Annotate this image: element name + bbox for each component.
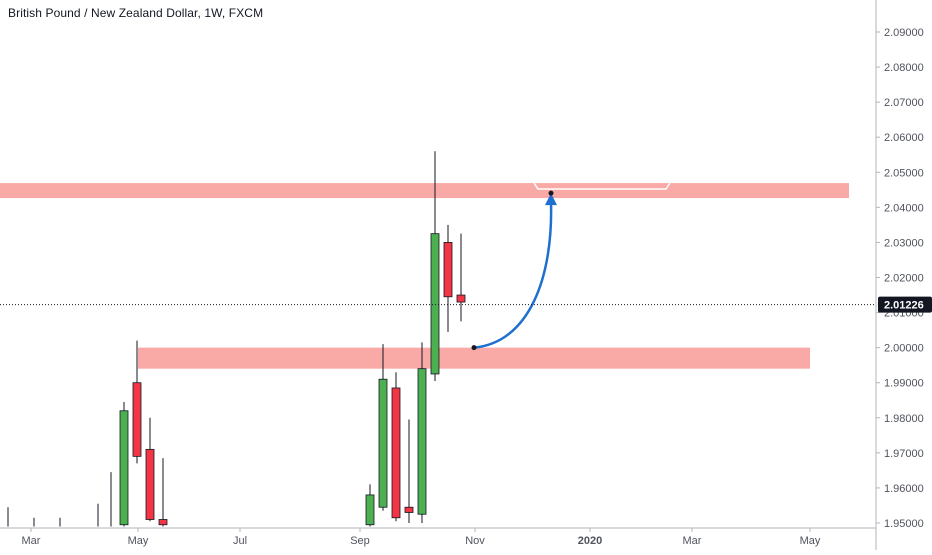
plot-area	[0, 151, 876, 527]
candle-body-down	[391, 387, 401, 519]
support-zone	[138, 347, 810, 369]
time-tick-label: 2020	[578, 535, 602, 547]
candle-body-down	[404, 506, 414, 513]
projection-start-point	[471, 345, 477, 351]
time-tick-label: Sep	[350, 535, 370, 547]
candle-body-down	[443, 242, 453, 298]
time-axis: Mar May Jul Sep Nov 2020 Mar May	[22, 528, 821, 547]
projection-label-box	[533, 182, 671, 190]
chart-title: British Pound / New Zealand Dollar, 1W, …	[8, 6, 264, 20]
price-tick-label: 2.09000	[884, 27, 924, 39]
time-tick-label: Mar	[22, 535, 41, 547]
price-tick-label: 2.06000	[884, 132, 924, 144]
candle	[158, 458, 168, 527]
price-tick-label: 1.99000	[884, 378, 924, 390]
time-axis-bg	[0, 528, 876, 550]
candle	[417, 342, 427, 523]
time-tick-label: May	[800, 535, 821, 547]
candle	[119, 402, 129, 527]
candle	[132, 340, 142, 464]
price-axis: 2.09000 2.08000 2.07000 2.06000 2.05000 2.040…	[876, 27, 924, 530]
time-tick-label: Mar	[683, 535, 702, 547]
current-price-label: 2.01226	[884, 300, 924, 312]
price-tick-label: 2.02000	[884, 273, 924, 285]
candle	[404, 419, 414, 523]
candle	[145, 417, 155, 522]
price-tick-label: 2.05000	[884, 167, 924, 179]
candle-body-down	[145, 448, 155, 520]
time-tick-label: May	[128, 535, 149, 547]
candle-body-down	[132, 382, 142, 457]
price-tick-label: 1.98000	[884, 413, 924, 425]
candle	[365, 484, 375, 527]
projection-arrow	[473, 203, 553, 349]
candle	[456, 233, 466, 322]
price-tick-label: 2.08000	[884, 62, 924, 74]
projection-end-point	[548, 190, 554, 196]
candle-body-up	[365, 494, 375, 526]
candle-body-up	[430, 233, 440, 375]
price-tick-label: 2.00000	[884, 343, 924, 355]
candle-body-up	[417, 368, 427, 515]
price-tick-label: 1.97000	[884, 448, 924, 460]
time-tick-label: Jul	[233, 535, 247, 547]
price-tick-label: 2.03000	[884, 237, 924, 249]
candle	[378, 344, 388, 511]
time-tick-label: Nov	[465, 535, 485, 547]
price-tick-label: 2.07000	[884, 97, 924, 109]
current-price-badge	[878, 296, 932, 313]
candle	[443, 224, 453, 332]
candle-body-down	[456, 294, 466, 303]
candle-body-up	[119, 410, 129, 526]
projection-arrowhead	[545, 193, 557, 206]
price-tick-label: 1.95000	[884, 518, 924, 530]
price-tick-label: 1.96000	[884, 483, 924, 495]
candle	[430, 151, 440, 381]
candle	[391, 372, 401, 522]
price-tick-label: 2.04000	[884, 202, 924, 214]
resistance-zone	[0, 183, 849, 199]
price-axis-bg	[876, 0, 932, 550]
candle-body-down	[158, 519, 168, 526]
candle-body-up	[378, 378, 388, 508]
